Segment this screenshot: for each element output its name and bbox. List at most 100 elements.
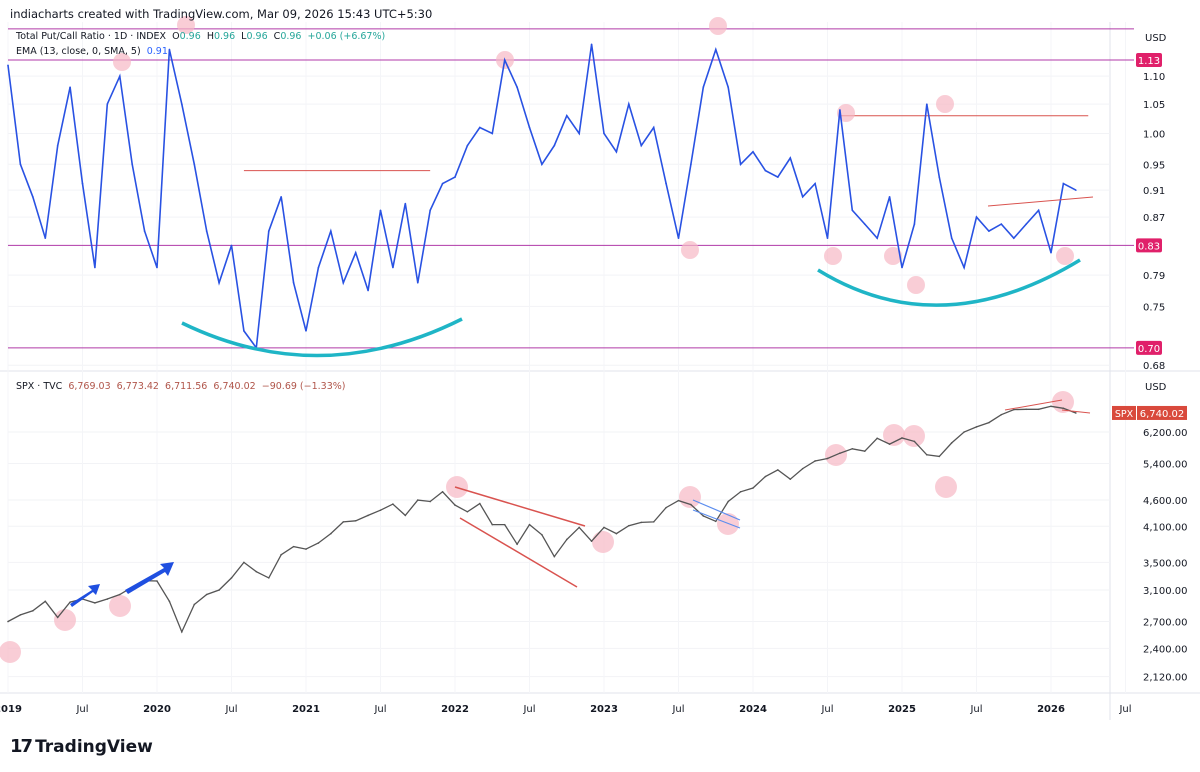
spx-symbol[interactable]: SPX · TVC xyxy=(16,381,63,392)
spx-data-point xyxy=(901,437,903,439)
pcr-data-point xyxy=(938,176,941,178)
spx-data-point xyxy=(367,514,369,517)
pcr-data-point xyxy=(1050,251,1052,254)
time-tick-label: Jul xyxy=(224,704,237,715)
pcr-data-point xyxy=(69,86,71,88)
level-badge-label: 0.83 xyxy=(1138,241,1160,252)
highlight-circle xyxy=(824,247,842,265)
pcr-data-point xyxy=(590,43,593,46)
pcr-tick-label: 0.91 xyxy=(1143,186,1165,197)
level-badge-label: 1.13 xyxy=(1138,56,1160,67)
time-tick-label: 2023 xyxy=(590,704,618,715)
spx-data-point xyxy=(118,593,121,596)
pcr-tick-label: 0.75 xyxy=(1143,302,1165,313)
pcr-data-point xyxy=(801,195,804,198)
spx-data-point xyxy=(205,593,208,596)
spx-data-point xyxy=(988,421,990,424)
pcr-data-point xyxy=(32,195,34,198)
spx-data-point xyxy=(615,532,618,535)
pcr-data-point xyxy=(1062,182,1065,185)
pcr-data-point xyxy=(7,64,9,67)
ema-value: 0.91 xyxy=(146,46,168,57)
pcr-data-point xyxy=(305,330,307,332)
pcr-data-point xyxy=(863,223,866,225)
pcr-data-point xyxy=(131,163,133,166)
pcr-data-point xyxy=(292,281,295,284)
spx-data-point xyxy=(913,440,916,443)
pcr-data-point xyxy=(156,266,158,269)
spx-data-point xyxy=(839,452,841,454)
pcr-data-point xyxy=(901,266,903,269)
spx-currency-label: USD xyxy=(1145,382,1167,393)
time-tick-label: Jul xyxy=(373,704,386,715)
spx-data-point xyxy=(826,457,829,460)
ema-label[interactable]: EMA (13, close, 0, SMA, 5) xyxy=(16,46,141,57)
spx-data-point xyxy=(317,542,320,544)
spx-data-point xyxy=(863,450,866,452)
spx-data-point xyxy=(441,490,444,493)
pcr-data-point xyxy=(193,163,196,166)
highlight-circle xyxy=(883,424,905,446)
pcr-tick-label: 1.05 xyxy=(1143,100,1165,111)
spx-high: 6,773.42 xyxy=(116,381,159,392)
highlight-circle xyxy=(936,95,954,113)
pcr-data-point xyxy=(367,289,369,292)
level-badge xyxy=(1136,53,1162,67)
spx-data-point xyxy=(677,499,680,502)
tradingview-logo-icon: 17 xyxy=(10,736,33,757)
pcr-data-point xyxy=(1037,209,1040,212)
spx-data-point xyxy=(640,521,643,524)
pcr-data-point xyxy=(19,163,22,166)
spx-data-point xyxy=(888,443,891,445)
spx-data-point xyxy=(851,447,854,450)
pcr-series-line xyxy=(7,44,1077,350)
level-badge xyxy=(1136,238,1162,253)
pcr-data-point xyxy=(118,75,121,77)
pcr-data-point xyxy=(56,144,59,147)
highlight-circle xyxy=(54,609,76,631)
high-label: H xyxy=(206,31,214,42)
time-tick-label: Jul xyxy=(1118,704,1131,715)
spx-data-point xyxy=(379,509,382,511)
spx-data-point xyxy=(243,561,245,564)
pcr-data-point xyxy=(205,230,208,232)
pcr-data-point xyxy=(280,195,282,198)
spx-data-point xyxy=(32,610,34,612)
pcr-data-point xyxy=(503,59,506,61)
pcr-data-point xyxy=(888,195,891,198)
pcr-data-point xyxy=(429,209,431,212)
spx-data-point xyxy=(230,577,233,579)
spx-data-point xyxy=(702,515,705,517)
pcr-data-point xyxy=(441,182,444,185)
trend-line xyxy=(1004,399,1063,411)
pcr-symbol[interactable]: Total Put/Call Ratio · 1D · INDEX xyxy=(16,31,167,42)
level-badge xyxy=(1136,340,1162,355)
spx-data-point xyxy=(354,519,357,522)
spx-data-point xyxy=(876,437,878,440)
spx-data-point xyxy=(56,616,59,619)
pcr-data-point xyxy=(702,86,705,88)
spx-data-point xyxy=(267,577,270,579)
pcr-data-point xyxy=(615,150,618,153)
time-tick-label: 2022 xyxy=(441,704,469,715)
spx-data-point xyxy=(714,520,717,523)
spx-tick-label: 4,600.00 xyxy=(1143,496,1188,507)
highlight-circle xyxy=(935,476,957,498)
spx-tick-label: 3,100.00 xyxy=(1143,586,1188,597)
ema-legend: EMA (13, close, 0, SMA, 5) 0.91 xyxy=(16,46,168,57)
highlight-circle xyxy=(903,425,925,447)
pcr-data-point xyxy=(839,109,841,111)
pcr-data-point xyxy=(640,144,643,147)
low-label: L xyxy=(241,31,247,42)
highlight-circle xyxy=(109,595,131,617)
spx-data-point xyxy=(938,455,941,458)
spx-data-point xyxy=(503,523,506,526)
highlight-circle xyxy=(884,247,902,265)
spx-data-point xyxy=(330,532,332,535)
pcr-data-point xyxy=(1012,237,1015,240)
spx-data-point xyxy=(479,502,481,505)
pcr-data-point xyxy=(553,144,556,147)
pcr-data-point xyxy=(988,230,990,232)
pcr-tick-label: 0.68 xyxy=(1143,361,1165,372)
